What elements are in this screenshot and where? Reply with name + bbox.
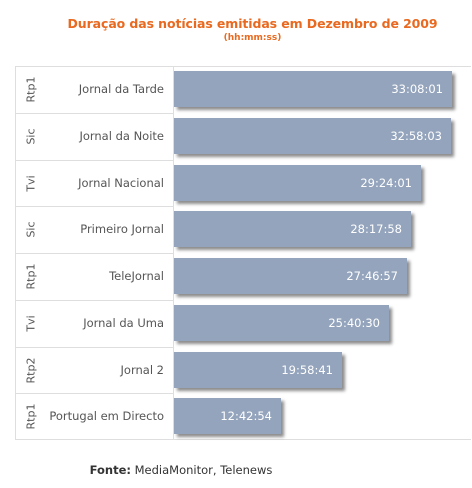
bar (174, 165, 421, 201)
program-label: Jornal Nacional (78, 176, 164, 190)
program-label: Portugal em Directo (49, 409, 164, 423)
source-text: MediaMonitor, Telenews (130, 463, 273, 477)
bar (174, 352, 342, 388)
bar-value-label: 25:40:30 (328, 316, 380, 330)
row-divider (15, 300, 173, 301)
program-label: Jornal da Uma (83, 316, 164, 330)
channel-label-text: Sic (24, 220, 38, 238)
bar-value-label: 12:42:54 (220, 409, 272, 423)
channel-label: Rtp1 (16, 393, 46, 439)
bar-value-label: 32:58:03 (390, 129, 442, 143)
channel-label: Sic (16, 206, 46, 252)
channel-label-text: Tvi (24, 174, 38, 192)
program-label: TeleJornal (109, 269, 164, 283)
channel-label: Tvi (16, 300, 46, 346)
bar (174, 398, 281, 434)
channel-label-text: Rtp2 (24, 357, 38, 383)
bar-value-label: 27:46:57 (346, 269, 398, 283)
source-line: Fonte: MediaMonitor, Telenews (0, 463, 362, 477)
channel-label: Tvi (16, 160, 46, 206)
bar (174, 118, 451, 154)
channel-label-text: Rtp1 (24, 263, 38, 289)
bar (174, 305, 389, 341)
bar-value-label: 28:17:58 (350, 222, 402, 236)
label-column-border (173, 66, 174, 440)
row-divider (15, 253, 173, 254)
channel-label: Sic (16, 113, 46, 159)
bar (174, 71, 452, 107)
bar-value-label: 29:24:01 (360, 176, 412, 190)
chart-title: Duração das notícias emitidas em Dezembr… (67, 16, 438, 31)
channel-label: Rtp2 (16, 347, 46, 393)
channel-label: Rtp1 (16, 253, 46, 299)
bar (174, 211, 411, 247)
row-divider (15, 206, 173, 207)
bar-value-label: 19:58:41 (281, 363, 333, 377)
row-divider (15, 393, 173, 394)
source-prefix: Fonte: (89, 463, 131, 477)
chart-subtitle: (hh:mm:ss) (223, 33, 282, 43)
program-label: Jornal da Noite (79, 129, 164, 143)
channel-label: Rtp1 (16, 66, 46, 112)
bar-value-label: 33:08:01 (391, 82, 443, 96)
channel-label-text: Tvi (24, 314, 38, 332)
program-label: Primeiro Jornal (80, 222, 164, 236)
program-label: Jornal 2 (120, 363, 164, 377)
channel-label-text: Sic (24, 127, 38, 145)
bar (174, 258, 407, 294)
row-divider (15, 113, 173, 114)
program-label: Jornal da Tarde (78, 82, 164, 96)
channel-label-text: Rtp1 (24, 76, 38, 102)
row-divider (15, 160, 173, 161)
row-divider (15, 347, 173, 348)
channel-label-text: Rtp1 (24, 403, 38, 429)
